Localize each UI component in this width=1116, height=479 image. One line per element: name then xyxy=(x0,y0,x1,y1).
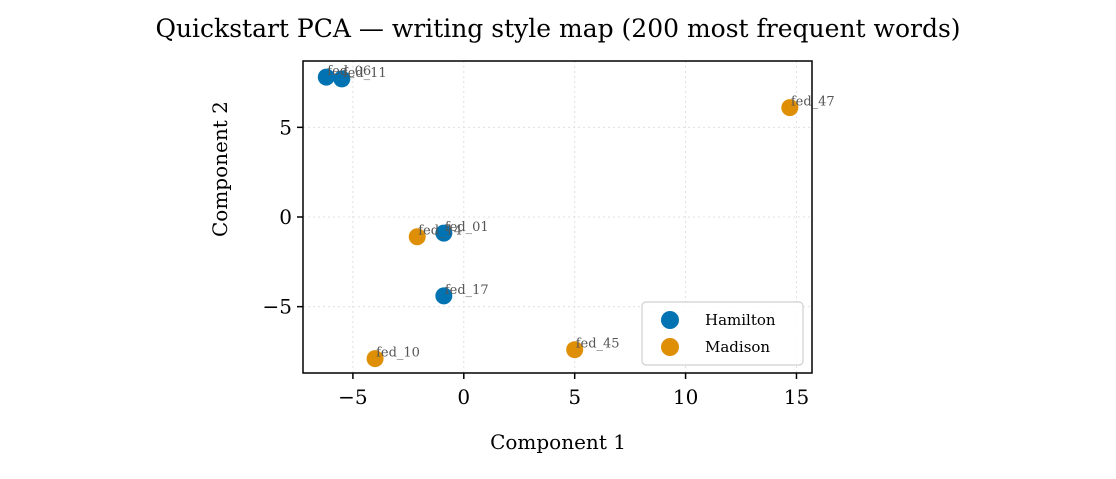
x-tick-label: 10 xyxy=(673,385,698,409)
chart-title: Quickstart PCA — writing style map (200 … xyxy=(155,14,961,43)
point-label: fed_01 xyxy=(445,220,489,235)
data-point xyxy=(781,99,799,117)
legend-marker xyxy=(661,311,679,329)
point-label: fed_17 xyxy=(445,283,489,298)
point-label: fed_11 xyxy=(343,66,387,81)
point-label: fed_47 xyxy=(791,95,835,110)
data-point xyxy=(408,228,426,246)
legend-label: Hamilton xyxy=(705,311,776,329)
x-tick-label: 5 xyxy=(568,385,581,409)
legend-label: Madison xyxy=(705,338,770,356)
point-label: fed_14 xyxy=(418,224,462,239)
y-axis-label: Component 2 xyxy=(208,101,232,237)
data-point xyxy=(366,350,384,368)
y-tick-label: −5 xyxy=(263,295,292,319)
point-label: fed_45 xyxy=(576,337,620,352)
x-tick-label: 0 xyxy=(457,385,470,409)
data-point xyxy=(435,287,453,305)
data-point xyxy=(566,341,584,359)
data-point xyxy=(435,224,453,242)
point-label: fed_10 xyxy=(376,346,420,361)
legend-box xyxy=(641,301,804,366)
x-tick-label: 15 xyxy=(784,385,809,409)
y-tick-label: 5 xyxy=(279,115,292,139)
axes-frame xyxy=(302,60,813,374)
data-point xyxy=(333,70,351,88)
data-point xyxy=(317,68,335,86)
x-tick-label: −5 xyxy=(338,385,367,409)
x-axis-label: Component 1 xyxy=(490,430,626,454)
y-tick-label: 0 xyxy=(279,205,292,229)
point-label: fed_06 xyxy=(327,64,371,79)
legend-marker xyxy=(661,338,679,356)
